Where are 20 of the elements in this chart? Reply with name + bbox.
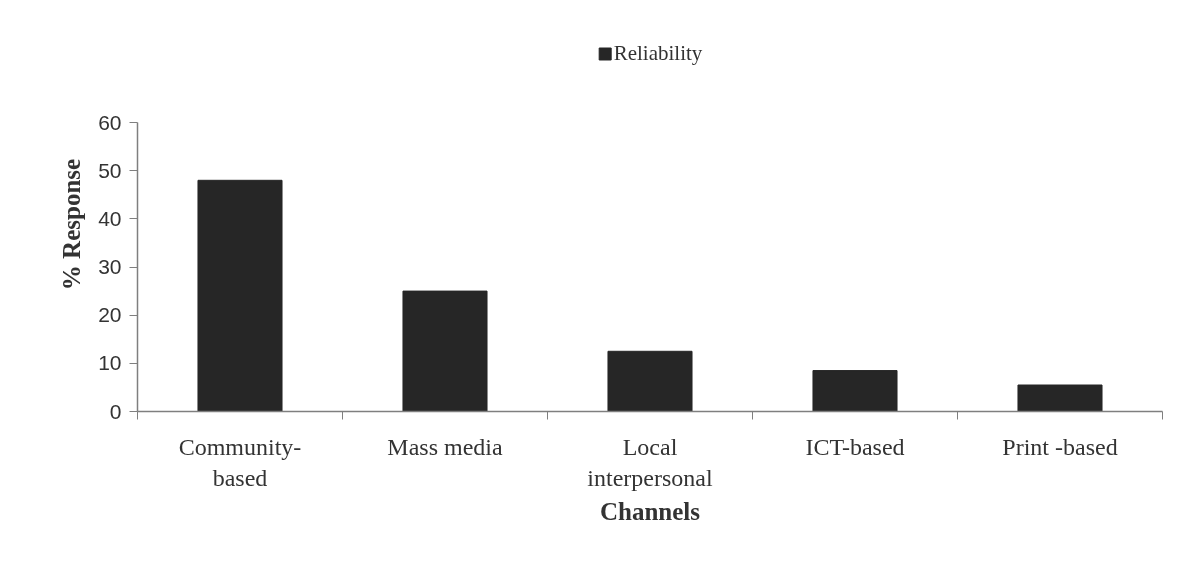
x-tick-label: Mass media [387,433,503,460]
y-tick-label: 0 [109,399,122,423]
bar [812,370,898,412]
y-tick-label: 60 [98,110,122,134]
y-axis-title: % Response [58,158,86,291]
x-tick-label: Local interpersonal [587,433,713,491]
bar [1017,384,1103,412]
y-tick-label: 50 [98,158,122,182]
bar [402,290,488,412]
x-tick-label: Print -based [1002,433,1118,460]
bar [607,350,693,412]
x-tick-label: Community-based [178,433,302,491]
legend-label: Reliability [613,41,703,66]
y-tick-label: 10 [98,351,122,375]
y-tick-label: 20 [98,303,122,327]
bar [197,179,283,412]
y-tick-label: 30 [98,255,122,278]
y-tick-label: 40 [98,206,122,230]
x-tick-label: ICT-based [805,433,905,460]
x-axis-title: Channels [599,497,701,525]
